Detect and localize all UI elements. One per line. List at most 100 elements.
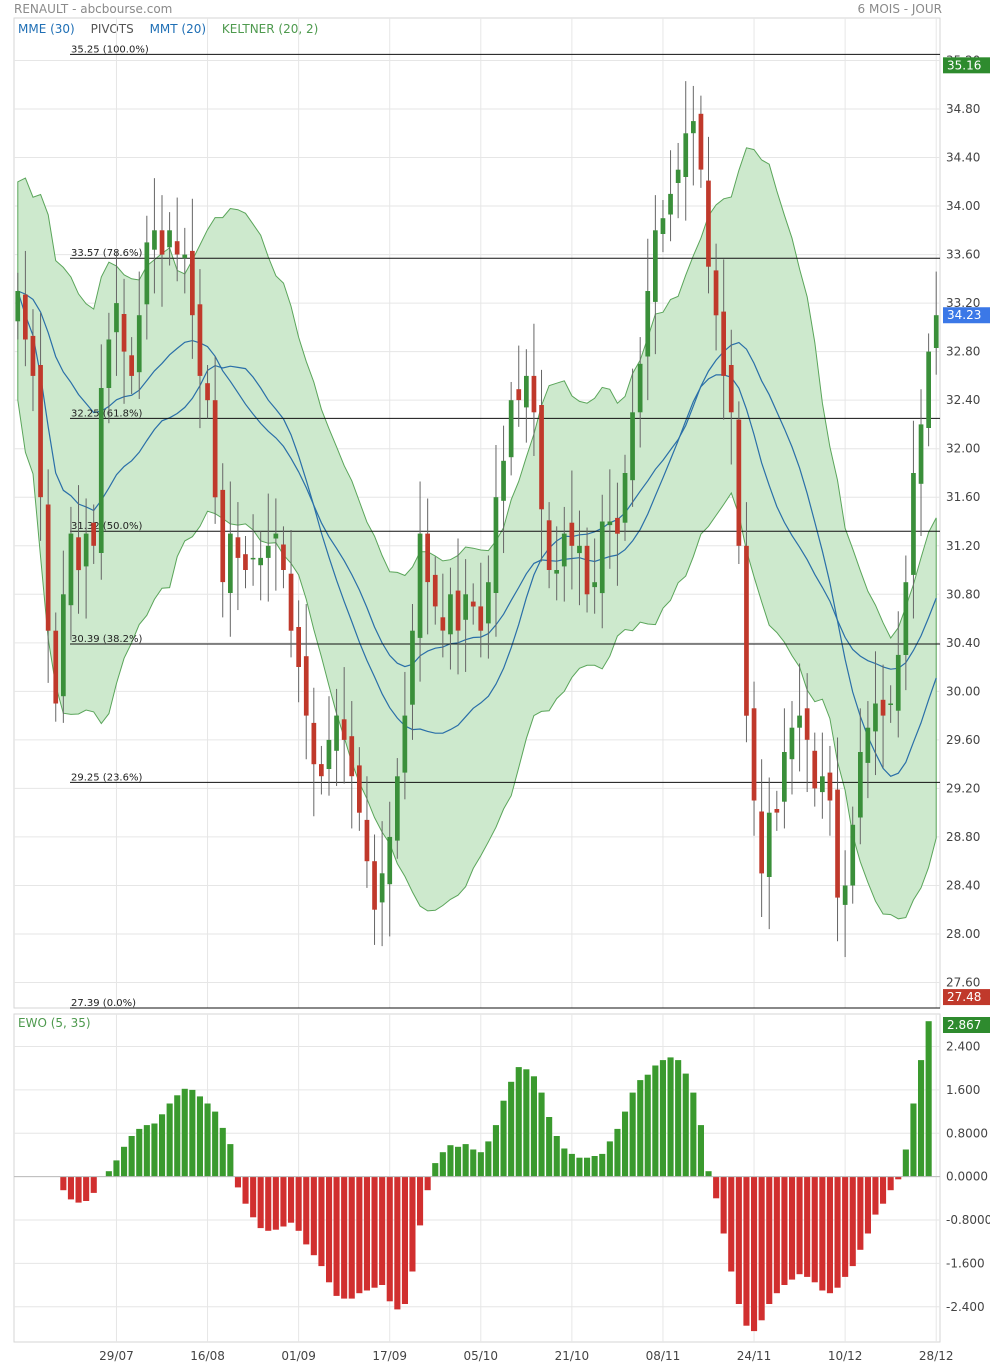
ewo-bar: [143, 1125, 150, 1177]
candle: [880, 664, 886, 768]
ewo-bar: [887, 1176, 894, 1191]
ewo-bar: [842, 1176, 849, 1277]
candle-body: [364, 819, 370, 862]
candle-body: [827, 772, 833, 801]
y-tick-label: 34.80: [946, 102, 980, 116]
ewo-bar: [280, 1176, 287, 1227]
ewo-bar: [568, 1153, 575, 1177]
ewo-bar: [379, 1176, 386, 1285]
candle-body: [789, 727, 795, 760]
candle: [820, 732, 825, 819]
candle-body: [706, 180, 711, 267]
ewo-bar: [166, 1103, 173, 1177]
candle-body: [121, 314, 127, 352]
ewo-bar: [720, 1176, 727, 1234]
candle-body: [395, 776, 400, 841]
candle-body: [895, 654, 901, 711]
candle-body: [357, 765, 362, 813]
ewo-bar: [918, 1060, 925, 1177]
candle-body: [174, 241, 180, 255]
candle: [926, 333, 931, 447]
ewo-bar: [326, 1176, 333, 1283]
ewo-bar: [113, 1160, 120, 1177]
y-tick-label: 32.80: [946, 345, 980, 359]
ewo-bar: [864, 1176, 871, 1234]
ewo-bar: [409, 1176, 416, 1272]
candle: [30, 309, 36, 412]
candle: [493, 445, 499, 637]
ewo-bar: [561, 1148, 568, 1177]
candle: [402, 671, 408, 800]
candle-body: [311, 722, 317, 765]
candle: [766, 777, 772, 930]
candle-body: [812, 750, 818, 789]
candle: [561, 506, 567, 602]
candle: [311, 687, 317, 817]
y-tick-label: 30.40: [946, 636, 980, 650]
ewo-bar: [356, 1176, 363, 1294]
candle: [706, 136, 711, 294]
candle: [53, 612, 59, 722]
candle: [410, 603, 415, 740]
legend-pivots[interactable]: PIVOTS: [90, 22, 134, 36]
ewo-bar: [371, 1176, 378, 1288]
candle-body: [152, 230, 157, 250]
candle-body: [470, 601, 476, 607]
candle: [281, 526, 286, 589]
candle-body: [53, 630, 59, 704]
candle: [379, 821, 385, 947]
candle: [835, 737, 840, 942]
pivot-label: 29.25 (23.6%): [71, 772, 142, 783]
candle-body: [281, 544, 286, 570]
ewo-bar: [75, 1176, 82, 1203]
ewo-bar: [637, 1080, 644, 1177]
y-tick-label: 28.00: [946, 927, 980, 941]
ewo-bar: [523, 1069, 530, 1177]
ewo-bar: [895, 1176, 902, 1180]
ewo-bar: [675, 1060, 682, 1177]
candle-body: [850, 824, 856, 886]
candle: [903, 555, 909, 691]
ewo-bar: [242, 1176, 249, 1204]
candle-body: [766, 812, 772, 877]
legend-mmt[interactable]: MMT (20): [149, 22, 207, 36]
candle: [531, 323, 537, 456]
y-tick-label: 28.40: [946, 878, 980, 892]
legend-mme[interactable]: MME (30): [18, 22, 75, 36]
ewo-bar: [485, 1141, 492, 1177]
candle-body: [197, 304, 203, 376]
candle-body: [76, 537, 81, 571]
candle-body: [630, 412, 635, 481]
candle-body: [379, 873, 385, 903]
ewo-legend[interactable]: EWO (5, 35): [18, 1016, 91, 1030]
legend-keltner[interactable]: KELTNER (20, 2): [221, 22, 319, 36]
y-tick-label: 33.20: [946, 296, 980, 310]
candle-body: [926, 351, 931, 428]
candle: [372, 834, 377, 945]
candle: [645, 238, 651, 401]
pivot-label: 32.25 (61.8%): [71, 408, 142, 419]
candle-body: [668, 193, 673, 215]
y-tick-label: 31.60: [946, 490, 980, 504]
indicator-legend: MME (30) PIVOTS MMT (20) KELTNER (20, 2): [18, 22, 330, 36]
candle-body: [911, 473, 916, 575]
candle: [357, 747, 362, 831]
ewo-bar: [394, 1176, 401, 1310]
ewo-bar: [455, 1146, 462, 1177]
candle-body: [455, 590, 461, 631]
candle: [933, 271, 939, 375]
ewo-y-tick-label: 1.600: [946, 1083, 980, 1097]
candle: [470, 583, 476, 625]
ewo-bar: [811, 1176, 818, 1283]
candle: [744, 502, 749, 743]
candle-body: [98, 388, 104, 553]
candle-body: [243, 554, 248, 570]
candle: [136, 271, 142, 399]
candle: [850, 806, 856, 904]
candle-body: [637, 363, 643, 413]
mmt-20-line: [17, 290, 937, 778]
candle-body: [683, 133, 689, 177]
candle: [675, 142, 681, 219]
candle-body: [341, 719, 347, 740]
pivot-label: 35.25 (100.0%): [71, 44, 149, 55]
